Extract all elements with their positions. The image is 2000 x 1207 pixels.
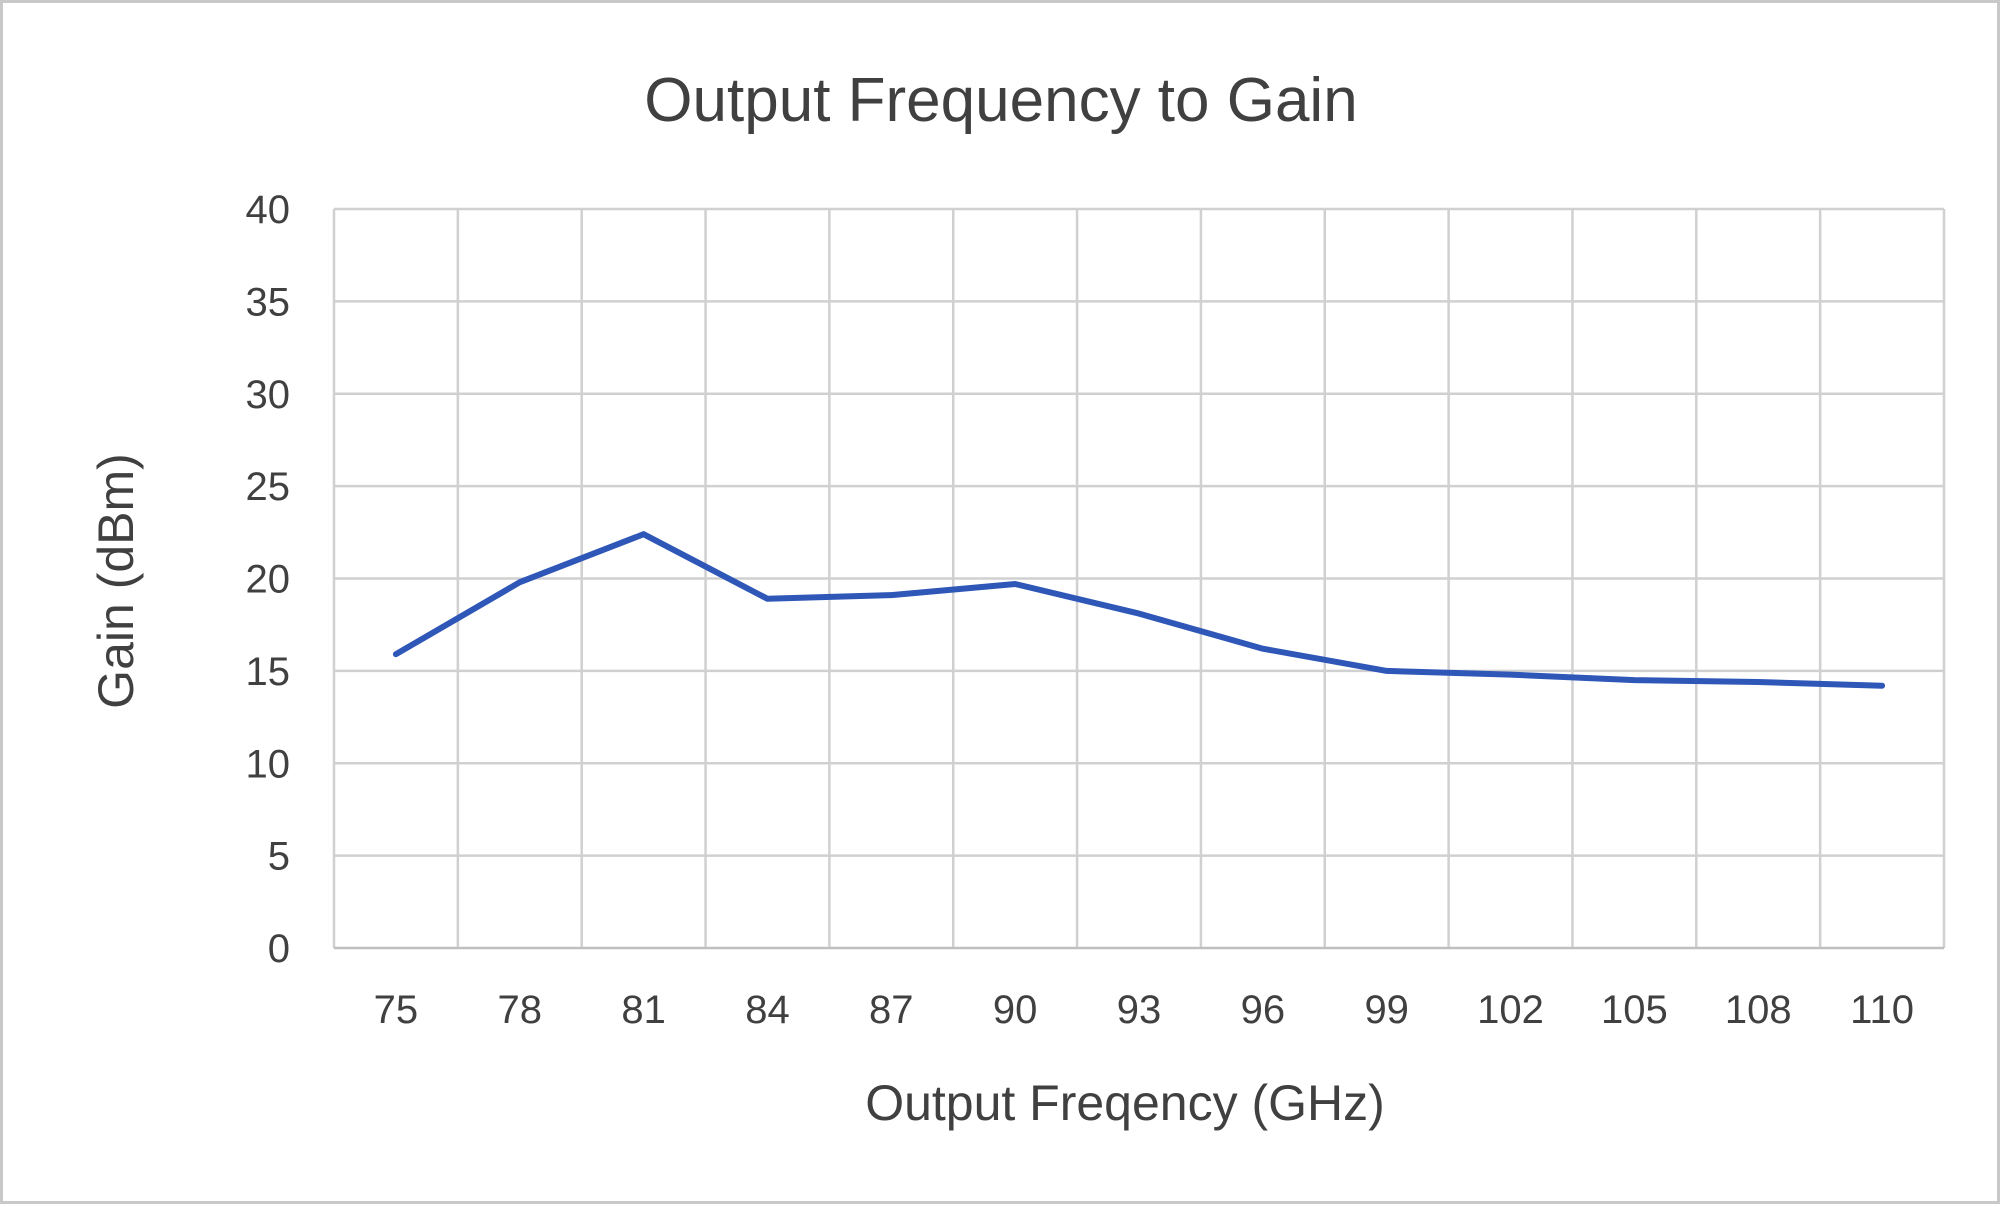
x-tick-labels: 75 78 81 84 87 90 93 96 99 102 105 108 110 <box>374 988 1914 1032</box>
x-axis-label: Output Freqency (GHz) <box>865 1075 1385 1131</box>
x-tick-label: 102 <box>1477 988 1544 1032</box>
chart-title: Output Frequency to Gain <box>644 66 1357 135</box>
y-tick-label: 15 <box>246 650 291 694</box>
series-lines <box>392 531 1886 689</box>
y-tick-label: 30 <box>246 373 291 417</box>
x-tick-label: 99 <box>1364 988 1409 1032</box>
x-tick-label: 105 <box>1601 988 1668 1032</box>
y-tick-label: 35 <box>246 280 291 324</box>
x-tick-label: 96 <box>1241 988 1286 1032</box>
x-tick-label: 90 <box>993 988 1038 1032</box>
chart-svg: Output Frequency to Gain 0 5 10 15 20 25 30 35 4… <box>88 66 1946 1131</box>
gridlines <box>332 207 1946 948</box>
x-tick-label: 81 <box>621 988 666 1032</box>
x-tick-label: 108 <box>1725 988 1792 1032</box>
x-tick-label: 93 <box>1117 988 1162 1032</box>
x-tick-label: 87 <box>869 988 914 1032</box>
y-tick-labels: 0 5 10 15 20 25 30 35 40 <box>246 188 291 971</box>
y-tick-label: 10 <box>246 742 291 786</box>
x-tick-label: 78 <box>498 988 543 1032</box>
y-axis-label: Gain (dBm) <box>88 453 144 709</box>
y-tick-label: 40 <box>246 188 291 232</box>
y-tick-label: 5 <box>268 835 290 879</box>
y-tick-label: 25 <box>246 465 291 509</box>
y-tick-label: 0 <box>268 927 290 971</box>
x-tick-label: 75 <box>374 988 419 1032</box>
y-tick-label: 20 <box>246 558 291 602</box>
x-tick-label: 110 <box>1850 988 1914 1032</box>
series-line-0 <box>392 531 1886 689</box>
x-tick-label: 84 <box>745 988 790 1032</box>
